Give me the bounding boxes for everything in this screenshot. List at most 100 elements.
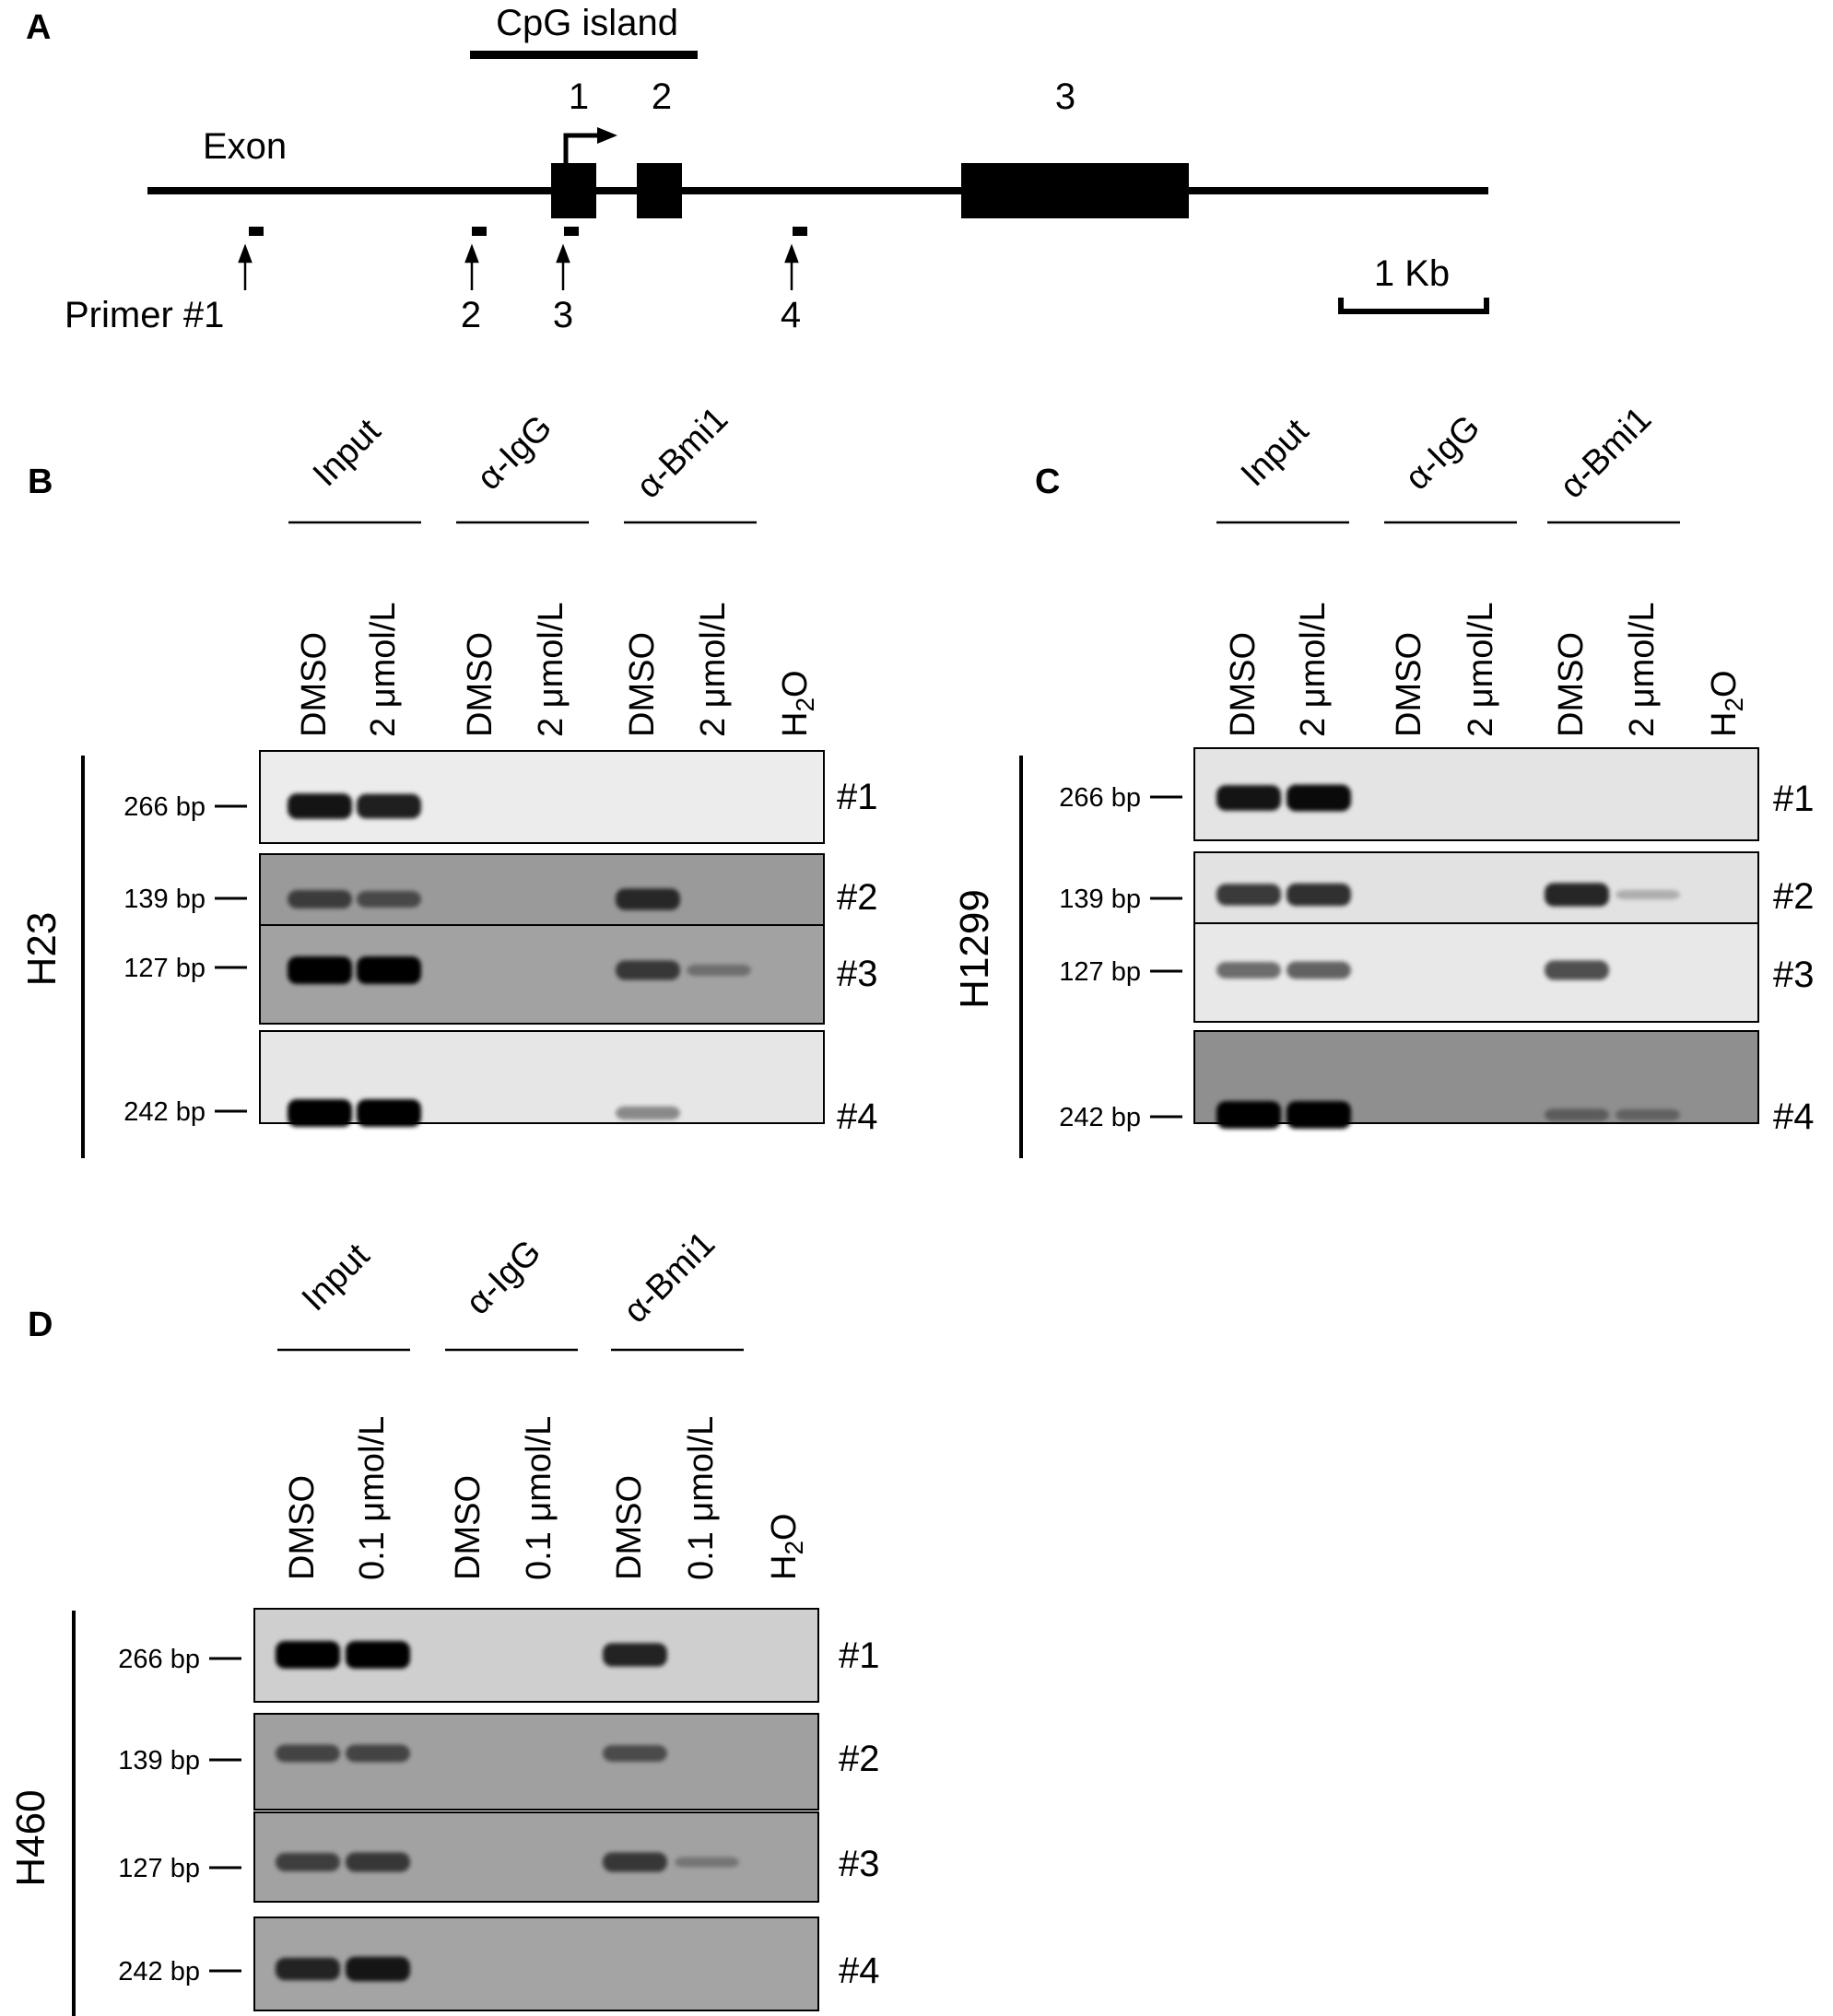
- gel-band: [357, 891, 421, 908]
- primer-row-label: #2: [1773, 876, 1815, 917]
- gel-row: 242 bp #4: [1059, 1030, 1815, 1137]
- lane-label: DMSO: [623, 632, 662, 737]
- primer-markers: [249, 227, 807, 236]
- gel-band: [346, 1641, 410, 1669]
- cell-line-label: H460: [8, 1789, 53, 1886]
- group-label: α-IgG: [470, 408, 559, 498]
- gel-band: [276, 1744, 340, 1763]
- band-size-label: 242 bp: [123, 1097, 206, 1127]
- group-label: Input: [295, 1236, 378, 1319]
- lane-label: DMSO: [1390, 632, 1428, 737]
- lane-label: DMSO: [610, 1475, 649, 1580]
- gel-row: 127 bp #3: [118, 1811, 880, 1903]
- gel-row: 266 bp #1: [123, 750, 878, 844]
- band-size-label: 127 bp: [118, 1854, 200, 1883]
- gel-band: [1287, 1101, 1351, 1129]
- lane-label: 2 μmol/L: [1294, 602, 1333, 737]
- lane-label: 2 μmol/L: [1462, 602, 1500, 737]
- scale-bar: [1338, 298, 1489, 314]
- gel-row: 242 bp #4: [123, 1030, 878, 1137]
- gel-band: [357, 956, 421, 984]
- cell-line-label: H1299: [952, 889, 997, 1009]
- primer-row-label: #3: [839, 1844, 880, 1884]
- primer-label-1: Primer #1: [65, 295, 224, 335]
- band-size-label: 139 bp: [1059, 885, 1141, 914]
- group-label: α-IgG: [459, 1233, 548, 1322]
- gel-band: [603, 1643, 667, 1667]
- primer-row-label: #2: [837, 877, 878, 918]
- gel-band: [288, 956, 352, 984]
- gel-band: [276, 1641, 340, 1669]
- exon-number-2: 2: [652, 76, 672, 117]
- lane-label: H2O: [1705, 670, 1748, 737]
- lane-label: 2 μmol/L: [532, 602, 570, 737]
- group-label: α-Bmi1: [617, 1225, 723, 1330]
- lane-label: DMSO: [295, 632, 334, 737]
- gel-band: [616, 1106, 680, 1120]
- gel-band: [603, 1852, 667, 1872]
- primer-row-label: #4: [839, 1951, 880, 1991]
- gel-band: [675, 1857, 739, 1868]
- band-size-label: 139 bp: [123, 885, 206, 914]
- gel-band: [346, 1744, 410, 1763]
- lane-label: 2 μmol/L: [1623, 602, 1662, 737]
- cell-line-label: H23: [19, 912, 65, 987]
- gene-line: [147, 187, 1488, 194]
- gel-band: [1287, 784, 1351, 812]
- tss-arrow-icon: [563, 127, 617, 163]
- gel-band: [616, 888, 680, 910]
- gel-image: [253, 1713, 819, 1811]
- lane-label: DMSO: [1552, 632, 1591, 737]
- primer-row-label: #4: [1773, 1096, 1815, 1137]
- group-label: α-Bmi1: [1553, 400, 1659, 506]
- gel-row: 127 bp #3: [123, 924, 878, 1025]
- group-label: Input: [306, 411, 389, 494]
- band-size-label: 266 bp: [118, 1645, 200, 1674]
- gel-image: [259, 1030, 825, 1124]
- panel-letter: C: [1035, 463, 1060, 501]
- gel-band: [357, 1099, 421, 1127]
- gel-band: [1616, 889, 1680, 900]
- lane-label: 0.1 μmol/L: [353, 1416, 392, 1580]
- gel-row: 266 bp #1: [118, 1608, 880, 1703]
- band-size-label: 266 bp: [123, 792, 206, 822]
- gel-band: [1287, 883, 1351, 907]
- gel-band: [1287, 961, 1351, 979]
- cpg-island-label: CpG island: [496, 3, 678, 43]
- gel-band: [1545, 1108, 1609, 1121]
- group-label: α-Bmi1: [629, 400, 735, 506]
- exon-1-box: [551, 163, 596, 218]
- gel-band: [1545, 883, 1609, 907]
- gel-band: [346, 1852, 410, 1872]
- group-label: α-IgG: [1398, 408, 1487, 498]
- primer-arrow-icons: [238, 243, 799, 290]
- primer-row-label: #1: [837, 777, 878, 817]
- panel-letter: D: [28, 1306, 53, 1344]
- band-size-label: 242 bp: [118, 1957, 200, 1987]
- lane-label: 0.1 μmol/L: [520, 1416, 558, 1580]
- primer-label-4: 4: [781, 295, 801, 335]
- band-size-label: 242 bp: [1059, 1103, 1141, 1132]
- primer-label-3: 3: [553, 295, 573, 335]
- gel-row: 266 bp #1: [1059, 747, 1815, 841]
- gel-band: [288, 889, 352, 909]
- gel-band: [1216, 1101, 1281, 1129]
- exon-3-box: [961, 163, 1189, 218]
- band-size-label: 127 bp: [123, 954, 206, 983]
- exon-number-3: 3: [1055, 76, 1075, 117]
- exon-number-1: 1: [569, 76, 589, 117]
- primer-row-label: #4: [837, 1096, 878, 1137]
- gel-band: [288, 793, 352, 819]
- lane-label: DMSO: [461, 632, 499, 737]
- scale-bar-label: 1 Kb: [1374, 253, 1450, 294]
- gel-panel-b: B Input α-IgG α-Bmi1 DMSO 2 μmol/L DMSO 2 μmol/…: [19, 400, 878, 1158]
- band-size-label: 266 bp: [1059, 783, 1141, 813]
- lane-label: H2O: [765, 1513, 808, 1580]
- gel-image: [259, 750, 825, 844]
- group-label: Input: [1234, 411, 1317, 494]
- lane-label: 2 μmol/L: [364, 602, 403, 737]
- gel-band: [346, 1956, 410, 1982]
- lane-label: DMSO: [449, 1475, 488, 1580]
- gel-band: [687, 964, 751, 977]
